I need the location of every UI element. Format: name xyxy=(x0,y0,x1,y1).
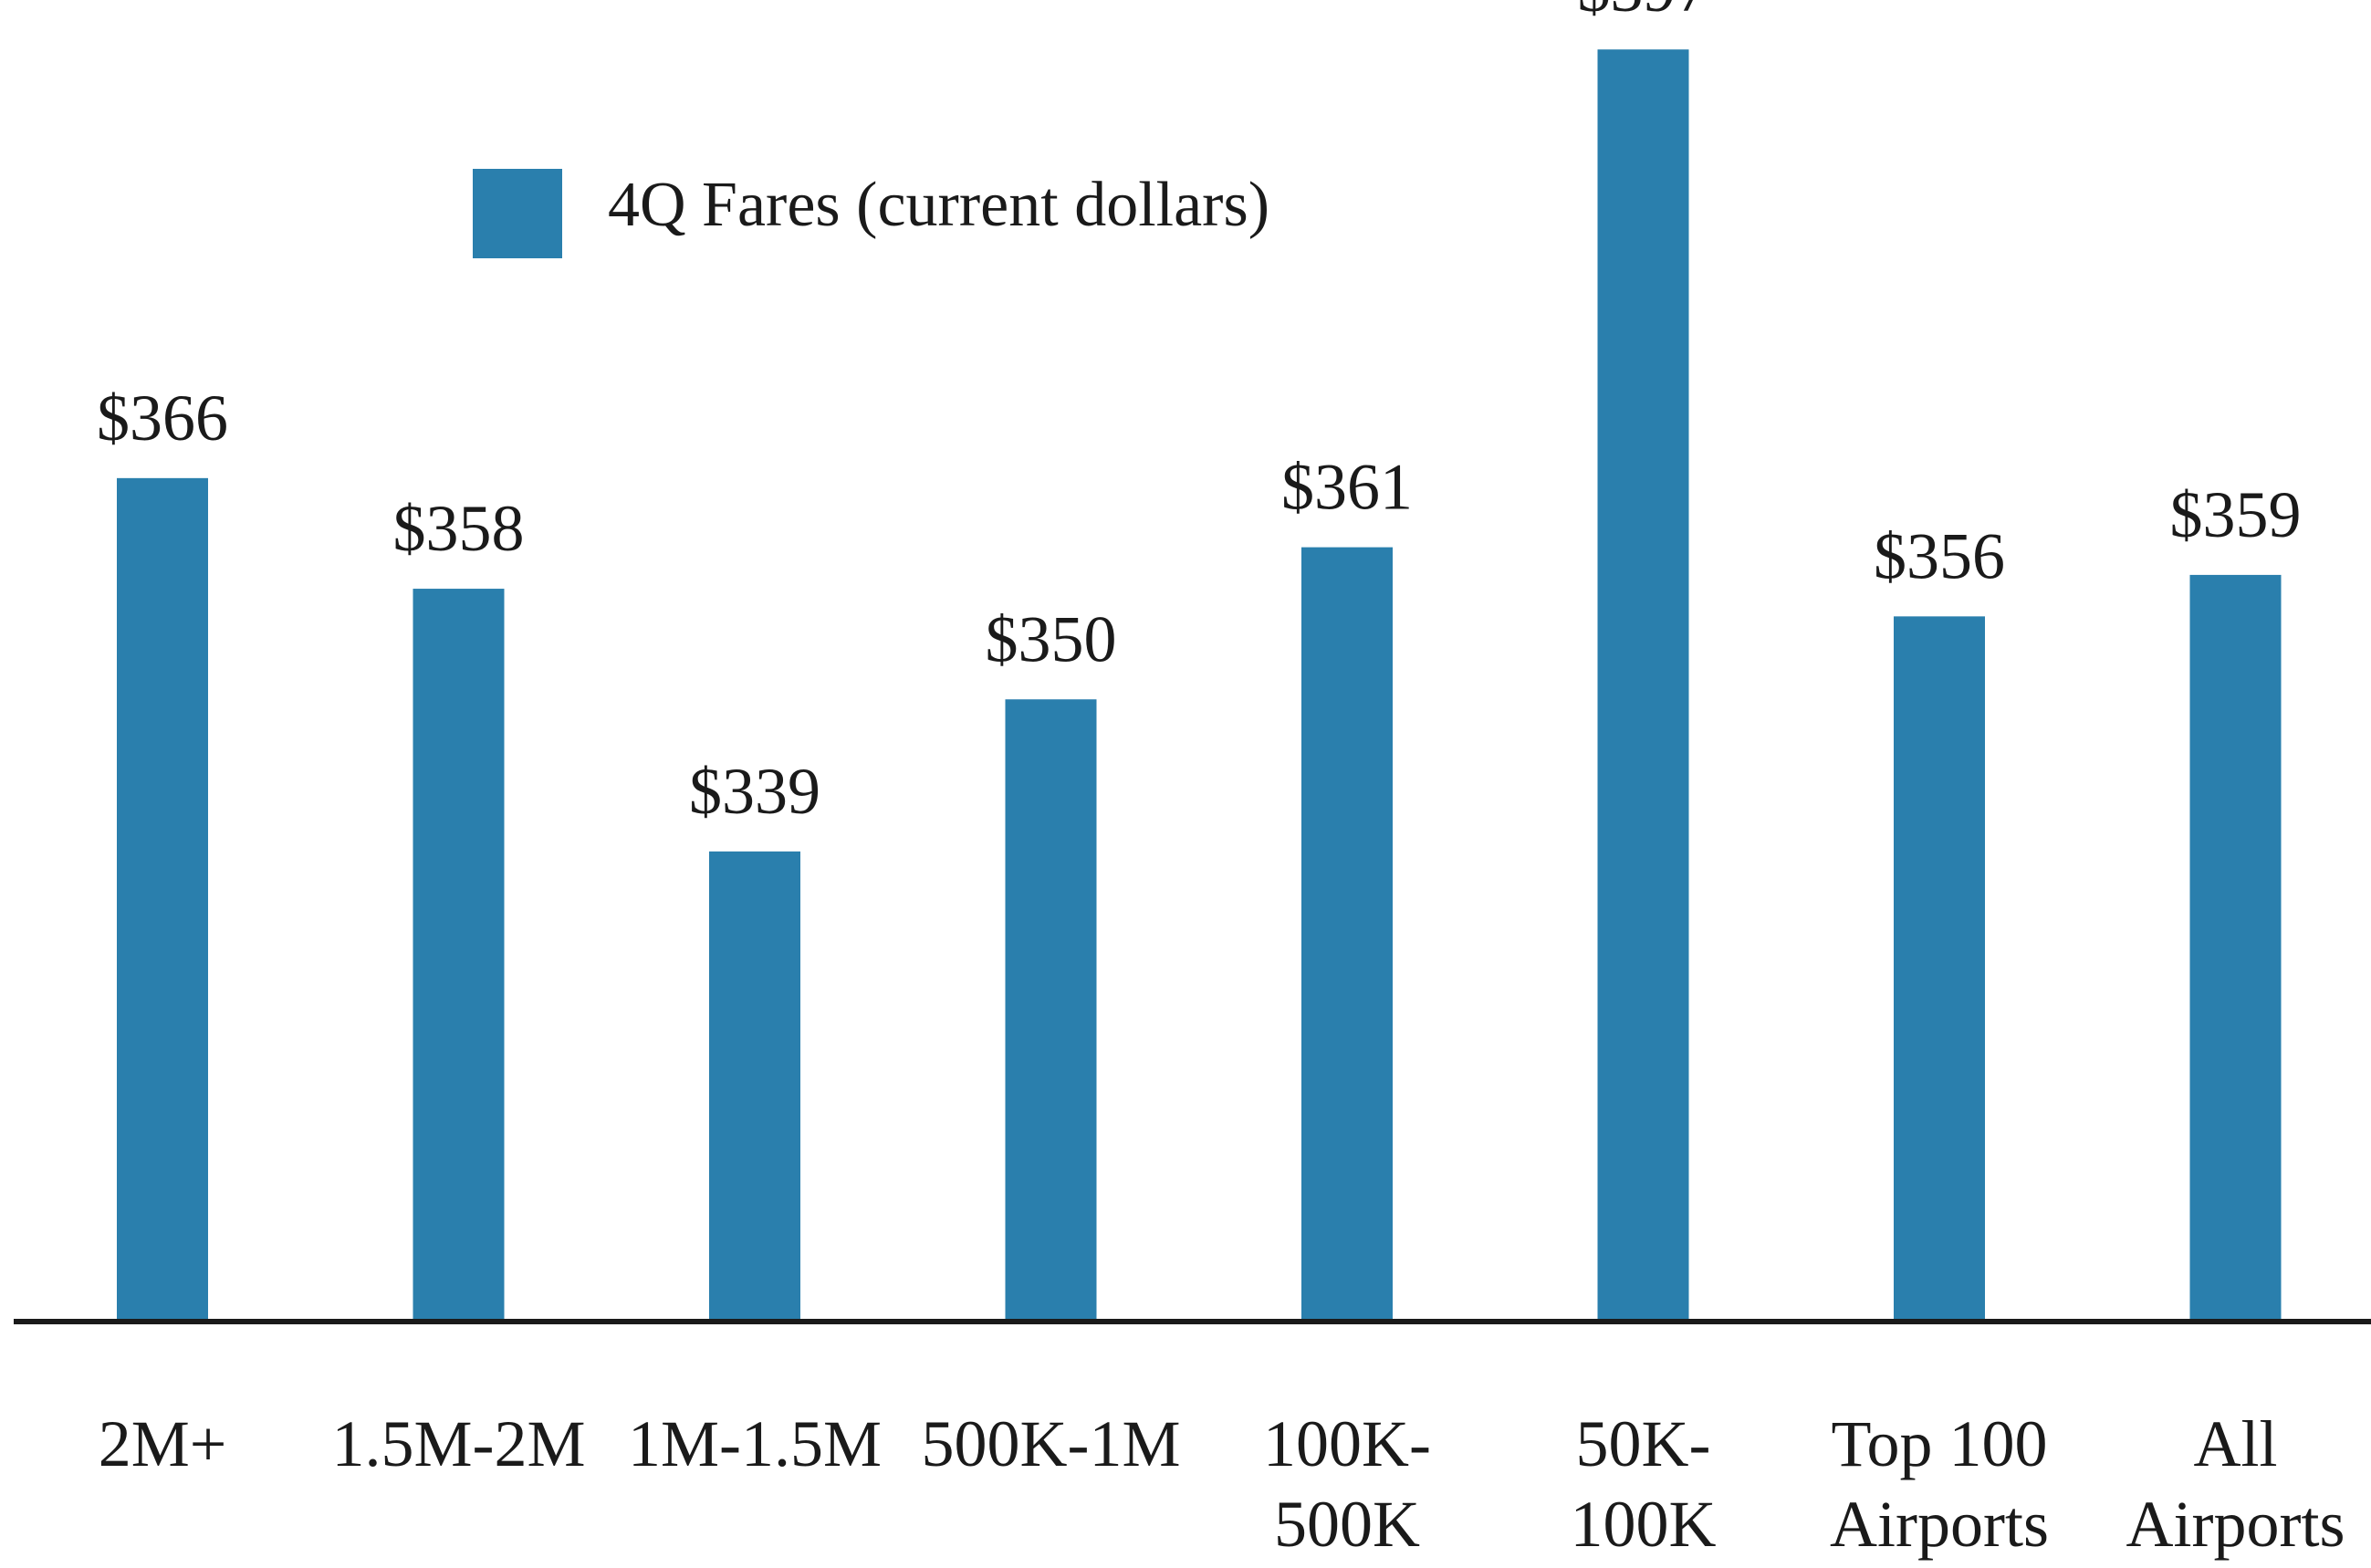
legend-label: 4Q Fares (current dollars) xyxy=(608,170,1269,240)
x-tick-label: All xyxy=(2193,1407,2277,1480)
bar xyxy=(117,477,208,1322)
bars xyxy=(117,49,2282,1322)
bar-value-label: $350 xyxy=(986,602,1117,675)
legend: 4Q Fares (current dollars) xyxy=(473,169,1269,258)
x-tick-label: 100K xyxy=(1571,1488,1717,1561)
bar-value-label: $359 xyxy=(2170,478,2302,551)
x-tick-label: 100K- xyxy=(1263,1407,1431,1480)
x-tick-label: Airports xyxy=(2126,1488,2345,1561)
bar xyxy=(709,851,800,1322)
x-tick-label: 500K xyxy=(1274,1488,1420,1561)
legend-swatch xyxy=(473,169,562,258)
bar xyxy=(1005,699,1097,1322)
x-tick-label: 1M-1.5M xyxy=(628,1407,882,1480)
bar-value-label: $356 xyxy=(1874,519,2005,592)
x-tick-labels: 2M+ 1.5M-2M 1M-1.5M 500K-1M 100K- 500K 50K- 100… xyxy=(99,1407,2345,1561)
x-tick-label: Airports xyxy=(1830,1488,2049,1561)
bar xyxy=(1301,547,1393,1322)
bar xyxy=(1894,616,1985,1322)
bar xyxy=(2189,574,2282,1322)
bar xyxy=(1597,49,1689,1322)
x-tick-label: 500K-1M xyxy=(922,1407,1181,1480)
bar-value-label: $397 xyxy=(1578,0,1709,26)
x-tick-label: 1.5M-2M xyxy=(331,1407,585,1480)
bar-value-label: $361 xyxy=(1281,451,1413,524)
bar-value-label: $339 xyxy=(689,755,820,828)
x-tick-label: 50K- xyxy=(1576,1407,1711,1480)
bar-value-label: $366 xyxy=(97,382,228,455)
data-labels: $366 $358 $339 $350 $361 $397 $356 $359 xyxy=(97,0,2302,828)
x-tick-label: 2M+ xyxy=(99,1407,227,1480)
bar-value-label: $358 xyxy=(393,492,525,565)
bar xyxy=(413,589,505,1322)
x-tick-label: Top 100 xyxy=(1832,1407,2048,1480)
